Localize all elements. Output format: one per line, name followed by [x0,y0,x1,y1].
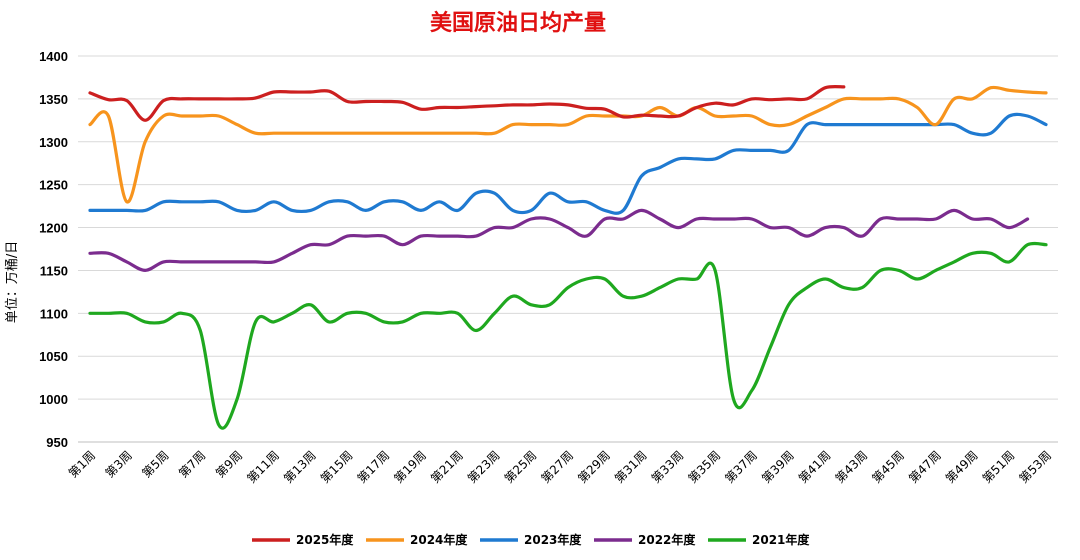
x-tick-label: 第15周 [318,448,356,486]
y-tick-label: 1150 [40,263,68,278]
x-tick-label: 第31周 [612,448,650,486]
x-tick-label: 第7周 [176,448,208,480]
y-tick-label: 1000 [39,392,68,407]
x-axis-ticks: 第1周 第3周 第5周 第7周 第9周 第11周 第13周 第15周 第17周 第19周 第21周第… [66,448,1054,486]
y-tick-label: 1200 [39,221,68,236]
y-axis-ticks: 950 1000 1050 1100 1150 1200 1250 1300 1350 1400 [39,49,68,450]
y-tick-label: 1400 [39,49,68,64]
x-tick-label: 第13周 [281,448,319,486]
series-line-2021年度 [88,241,1048,430]
x-tick-label: 第19周 [391,448,429,486]
x-tick-label: 第53周 [1016,448,1054,486]
legend-label: 2022年度 [638,532,696,547]
x-tick-label: 第49周 [943,448,981,486]
x-tick-label: 第5周 [139,448,171,480]
x-tick-label: 第45周 [869,448,907,486]
x-tick-label: 第27周 [538,448,576,486]
legend: 2025年度 2024年度 2023年度 2022年度 2021年度 [252,532,810,547]
legend-label: 2024年度 [410,532,468,547]
series-line-2024年度 [88,85,1048,204]
x-tick-label: 第51周 [980,448,1018,486]
x-tick-label: 第9周 [213,448,245,480]
x-tick-label: 第41周 [796,448,834,486]
legend-label: 2021年度 [752,532,810,547]
series-line-2023年度 [88,112,1048,215]
x-tick-label: 第17周 [355,448,393,486]
y-tick-label: 1350 [39,92,68,107]
y-axis-label: 单位：万桶/日 [5,241,20,323]
x-tick-label: 第33周 [649,448,687,486]
y-tick-label: 950 [46,435,68,450]
legend-label: 2023年度 [524,532,582,547]
x-tick-label: 第23周 [465,448,503,486]
x-tick-label: 第3周 [103,448,135,480]
series-lines [88,84,1048,430]
y-tick-label: 1250 [39,178,68,193]
y-tick-label: 1300 [39,135,68,150]
series-line-2025年度 [88,84,846,122]
x-tick-label: 第25周 [502,448,540,486]
x-tick-label: 第35周 [686,448,724,486]
legend-label: 2025年度 [296,532,354,547]
x-tick-label: 第21周 [428,448,466,486]
x-tick-label: 第37周 [722,448,760,486]
x-tick-label: 第39周 [759,448,797,486]
y-tick-label: 1050 [39,349,68,364]
x-tick-label: 第11周 [244,448,282,486]
x-tick-label: 第1周 [66,448,98,480]
gridlines [78,55,1058,443]
series-line-2022年度 [88,208,1030,272]
y-tick-label: 1100 [40,306,68,321]
x-tick-label: 第43周 [833,448,871,486]
x-tick-label: 第47周 [906,448,944,486]
chart-title: 美国原油日均产量 [430,10,606,36]
x-tick-label: 第29周 [575,448,613,486]
